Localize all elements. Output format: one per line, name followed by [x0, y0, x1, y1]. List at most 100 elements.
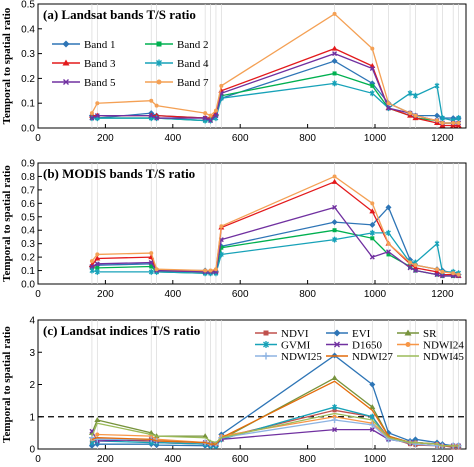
data-point — [213, 267, 218, 272]
series-band-4 — [89, 80, 462, 124]
data-point — [219, 83, 224, 88]
y-tick-label: 0.3 — [21, 239, 35, 250]
y-tick-label: 0 — [29, 445, 35, 456]
data-point — [386, 101, 391, 106]
data-point — [89, 259, 94, 264]
y-tick-label: 0.8 — [21, 172, 35, 183]
data-point — [202, 115, 208, 121]
legend-entry: EVI — [326, 328, 371, 340]
chart-title: (c) Landsat indices T/S ratio — [43, 323, 200, 338]
x-tick-label: 600 — [232, 133, 249, 144]
series-ndwi45 — [91, 412, 459, 447]
data-point — [89, 267, 95, 274]
legend-label: Band 3 — [84, 58, 116, 70]
data-point — [332, 414, 337, 419]
y-tick-label: 3 — [29, 348, 35, 359]
legend-entry: SR — [397, 328, 437, 340]
data-point — [95, 101, 100, 106]
data-point — [154, 267, 159, 272]
x-tick-label: 1000 — [364, 454, 387, 465]
data-point — [208, 113, 213, 118]
x-tick-label: 600 — [232, 454, 249, 465]
legend-marker — [333, 329, 341, 337]
legend-marker — [334, 341, 340, 348]
data-point — [332, 11, 337, 16]
data-point — [203, 111, 208, 116]
data-point — [451, 121, 456, 126]
chart-panel-2: 0 200 400 600 800 1000 1200 0.0 0.1 0.2 0.3 0.4 0.5 0… — [1, 159, 467, 300]
y-tick-label: 0.0 — [21, 280, 35, 291]
legend-marker — [262, 352, 270, 360]
data-point — [413, 263, 418, 268]
legend-label: Band 2 — [177, 39, 208, 51]
data-point — [434, 272, 440, 278]
legend-entry: NDWI24 — [397, 340, 464, 352]
plot-frame — [37, 3, 467, 129]
chart-title: (a) Landsat bands T/S ratio — [43, 7, 196, 22]
series-line — [91, 354, 459, 448]
y-tick-label: 0.7 — [21, 185, 35, 196]
data-point — [94, 113, 100, 119]
legend-label: Band 1 — [84, 39, 115, 51]
legend: NDVI EVI SR GVMI D1650 NDWI24 NDWI25 NDWI27 NDWI… — [255, 328, 464, 363]
y-tick-label: 0.6 — [21, 199, 35, 210]
legend-label: NDVI — [281, 328, 309, 340]
data-point — [332, 408, 337, 413]
legend-entry: D1650 — [326, 340, 382, 352]
data-point — [369, 221, 376, 228]
data-point — [94, 261, 100, 267]
x-tick-label: 1200 — [431, 133, 454, 144]
y-tick-label: 4 — [29, 316, 35, 327]
data-point — [408, 264, 413, 269]
data-point — [451, 271, 456, 276]
data-point — [149, 264, 154, 269]
legend-marker — [156, 41, 162, 47]
y-tick-label: 2 — [29, 380, 35, 391]
plot-frame — [37, 162, 467, 285]
y-tick-label: 0.1 — [21, 99, 35, 110]
x-tick-label: 0 — [35, 133, 41, 144]
data-point — [456, 121, 461, 126]
legend-marker — [156, 79, 162, 85]
data-point — [370, 236, 375, 241]
legend-label: NDWI27 — [352, 351, 393, 363]
y-axis-label: Temporal to spatial ratio — [1, 165, 13, 282]
legend-marker — [62, 59, 70, 66]
legend-label: SR — [423, 328, 437, 340]
data-point — [148, 268, 154, 275]
data-point — [407, 265, 413, 271]
chart-title: (b) MODIS bands T/S ratio — [43, 166, 195, 181]
x-tick-label: 400 — [164, 133, 181, 144]
data-point — [332, 174, 337, 179]
data-point — [331, 178, 338, 184]
series-line — [91, 181, 459, 277]
data-point — [154, 103, 159, 108]
data-point — [331, 416, 338, 423]
series-line — [91, 206, 459, 276]
x-tick-label: 800 — [299, 454, 316, 465]
x-tick-label: 800 — [299, 133, 316, 144]
series-band-2 — [89, 71, 461, 126]
data-point — [94, 268, 100, 275]
data-point — [95, 265, 100, 270]
data-point — [434, 240, 440, 247]
data-point — [440, 269, 445, 274]
data-point — [154, 115, 160, 121]
data-point — [149, 251, 154, 256]
legend-marker — [263, 341, 269, 348]
y-tick-label: 0.0 — [21, 124, 35, 135]
data-point — [369, 254, 375, 260]
legend-marker — [404, 329, 412, 336]
data-point — [95, 252, 100, 257]
x-tick-label: 200 — [97, 133, 114, 144]
legend-label: D1650 — [352, 340, 382, 352]
x-tick-label: 0 — [35, 454, 41, 465]
y-axis-label: Temporal to spatial ratio — [1, 7, 13, 124]
data-point — [369, 65, 375, 71]
data-point — [332, 204, 338, 210]
y-tick-label: 0.1 — [21, 266, 35, 277]
data-point — [456, 272, 461, 277]
legend-marker — [156, 59, 162, 67]
data-point — [385, 204, 392, 211]
data-point — [148, 113, 154, 119]
